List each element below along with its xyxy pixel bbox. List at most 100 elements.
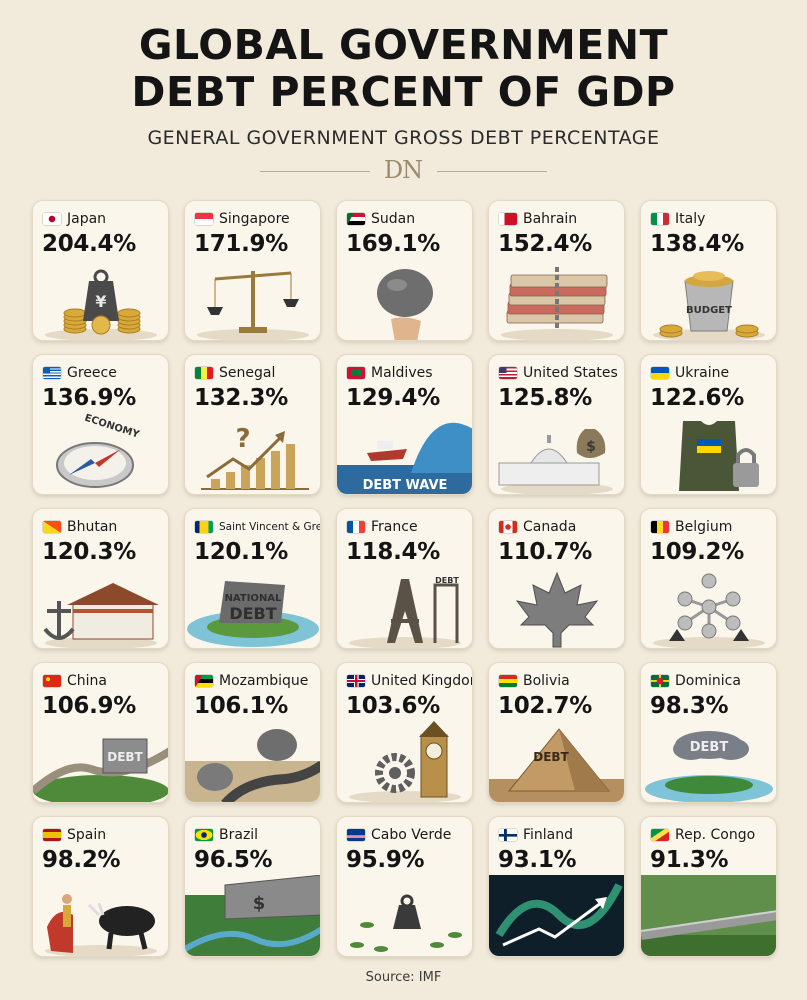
japan-flag-icon: [43, 213, 61, 225]
card-header: Singapore: [195, 210, 314, 228]
debt-value-label: 110.7%: [498, 539, 592, 565]
debt-value-label: 93.1%: [498, 847, 577, 873]
country-card: Finland 93.1%: [488, 816, 625, 957]
card-header: France: [347, 518, 466, 536]
country-card: Bolivia 102.7% DEBT: [488, 662, 625, 803]
card-header: Bolivia: [499, 672, 618, 690]
svg-text:DEBT: DEBT: [435, 576, 459, 585]
bhutan-flag-icon: [43, 521, 61, 533]
china-flag-icon: [43, 675, 61, 687]
question-rising-chart-icon: ?: [201, 424, 309, 490]
rainforest-pipeline-icon: [641, 875, 776, 956]
ukraine-flag-icon: [651, 367, 669, 379]
card-header: Italy: [651, 210, 770, 228]
card-header: United Kingdom: [347, 672, 472, 690]
card-header: Ukraine: [651, 364, 770, 382]
svg-text:DEBT: DEBT: [107, 750, 143, 764]
debt-value-label: 122.6%: [650, 385, 744, 411]
svg-text:DEBT: DEBT: [533, 750, 569, 764]
belgium-flag-icon: [651, 521, 669, 533]
country-name-label: United Kingdom: [371, 673, 473, 689]
dominica-flag-icon: [651, 675, 669, 687]
aurora-rising-chart-icon: [489, 875, 624, 956]
country-card: Rep. Congo 91.3%: [640, 816, 777, 957]
debt-value-label: 132.3%: [194, 385, 288, 411]
sudan-flag-icon: [347, 213, 365, 225]
debt-value-label: 204.4%: [42, 231, 136, 257]
chained-banknotes-icon: [501, 267, 613, 340]
country-card: China 106.9% DEBT: [32, 662, 169, 803]
debt-value-label: 109.2%: [650, 539, 744, 565]
svg-text:DEBT WAVE: DEBT WAVE: [363, 478, 448, 493]
country-name-label: Rep. Congo: [675, 827, 756, 843]
canada-flag-icon: [499, 521, 517, 533]
country-card: Bahrain 152.4%: [488, 200, 625, 341]
page-title: GLOBAL GOVERNMENT DEBT PERCENT OF GDP: [0, 22, 807, 116]
svg-text:¥: ¥: [95, 292, 106, 311]
dollar-wall-rainforest-icon: $: [185, 875, 320, 956]
card-header: Senegal: [195, 364, 314, 382]
country-name-label: Bolivia: [523, 673, 570, 689]
debt-value-label: 91.3%: [650, 847, 729, 873]
country-card: Maldives 129.4% DEBT WAVE: [336, 354, 473, 495]
debt-value-label: 106.9%: [42, 693, 136, 719]
card-header: Bahrain: [499, 210, 618, 228]
armored-vest-padlock-icon: [679, 421, 759, 491]
dzong-anchor-icon: [43, 583, 159, 648]
svg-text:?: ?: [235, 424, 250, 454]
senegal-flag-icon: [195, 367, 213, 379]
maldives-flag-icon: [347, 367, 365, 379]
country-name-label: Bhutan: [67, 519, 118, 535]
card-header: Brazil: [195, 826, 314, 844]
svg-text:$: $: [586, 439, 596, 455]
debt-value-label: 169.1%: [346, 231, 440, 257]
source-note: Source: IMF: [365, 970, 442, 985]
big-ben-gear-icon: [349, 721, 461, 802]
dn-logo: DN: [383, 156, 423, 184]
debt-value-label: 103.6%: [346, 693, 440, 719]
debt-value-label: 138.4%: [650, 231, 744, 257]
card-header: Sudan: [347, 210, 466, 228]
matador-bull-icon: [45, 894, 157, 956]
divider-line-left: [260, 171, 370, 172]
boulder-hand-icon: [377, 269, 433, 340]
country-card: United States 125.8% $: [488, 354, 625, 495]
debt-value-label: 95.9%: [346, 847, 425, 873]
italy-flag-icon: [651, 213, 669, 225]
country-name-label: Italy: [675, 211, 706, 227]
country-card: Canada 110.7%: [488, 508, 625, 649]
country-card: Ukraine 122.6%: [640, 354, 777, 495]
country-name-label: Singapore: [219, 211, 290, 227]
card-header: United States: [499, 364, 618, 382]
country-card: Senegal 132.3%?: [184, 354, 321, 495]
united-states-flag-icon: [499, 367, 517, 379]
debt-value-label: 125.8%: [498, 385, 592, 411]
debt-value-label: 136.9%: [42, 385, 136, 411]
country-card: Brazil 96.5% $: [184, 816, 321, 957]
svg-text:BUDGET: BUDGET: [686, 305, 732, 316]
svg-text:DEBT: DEBT: [229, 604, 276, 623]
country-card: Spain 98.2%: [32, 816, 169, 957]
country-name-label: Dominica: [675, 673, 741, 689]
svg-text:$: $: [253, 893, 266, 914]
finland-flag-icon: [499, 829, 517, 841]
country-card: Bhutan 120.3%: [32, 508, 169, 649]
debt-value-label: 171.9%: [194, 231, 288, 257]
card-header: Maldives: [347, 364, 466, 382]
capitol-money-bag-icon: $: [498, 429, 613, 494]
scales-icon: [197, 271, 309, 340]
mozambique-flag-icon: [195, 675, 213, 687]
spain-flag-icon: [43, 829, 61, 841]
country-name-label: Spain: [67, 827, 107, 843]
country-name-label: Greece: [67, 365, 117, 381]
card-header: Dominica: [651, 672, 770, 690]
country-card: Saint Vincent & Gren. 120.1% NATIONAL DEBT: [184, 508, 321, 649]
brazil-flag-icon: [195, 829, 213, 841]
country-name-label: Maldives: [371, 365, 433, 381]
eiffel-tower-debt-crane-icon: DEBT: [349, 576, 461, 648]
card-header: Mozambique: [195, 672, 314, 690]
country-card: Mozambique 106.1%: [184, 662, 321, 803]
singapore-flag-icon: [195, 213, 213, 225]
svg-text:NATIONAL: NATIONAL: [225, 593, 282, 604]
